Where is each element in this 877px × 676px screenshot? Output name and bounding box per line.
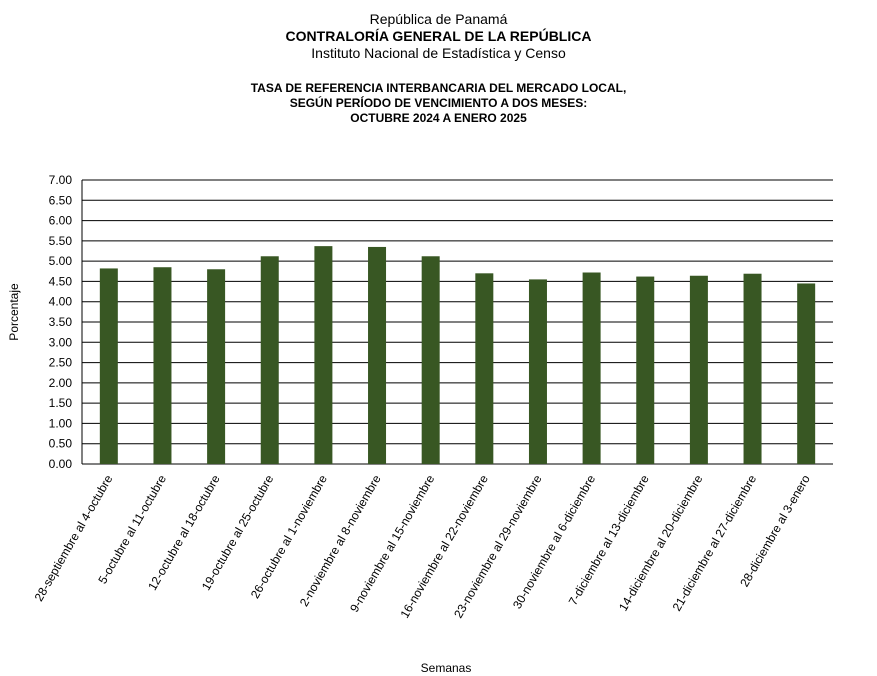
bar: [636, 276, 655, 464]
chart-title-line-2: SEGÚN PERÍODO DE VENCIMIENTO A DOS MESES…: [289, 96, 588, 110]
header-institution: CONTRALORÍA GENERAL DE LA REPÚBLICA: [285, 28, 592, 44]
y-tick-label: 2.00: [49, 376, 73, 390]
bars: [99, 246, 816, 464]
y-tick-label: 6.00: [49, 214, 73, 228]
y-tick-label: 3.00: [49, 335, 73, 349]
chart-title-line-1: TASA DE REFERENCIA INTERBANCARIA DEL MER…: [250, 81, 627, 95]
header-country: República de Panamá: [369, 11, 508, 27]
y-tick-label: 6.50: [49, 193, 73, 207]
y-tick-label: 5.00: [49, 254, 73, 268]
y-tick-label: 4.50: [49, 274, 73, 288]
y-tick-label: 0.50: [49, 437, 73, 451]
bar: [689, 275, 708, 464]
bar: [314, 246, 333, 464]
bar: [153, 267, 172, 464]
y-tick-labels: 0.00 0.50 1.00 1.50 2.00 2.50 3.00 3.50 4.00 4.50…: [49, 173, 73, 471]
bar: [368, 246, 387, 464]
gridlines: [81, 179, 833, 465]
bar: [207, 269, 226, 464]
header-institute: Instituto Nacional de Estadística y Cens…: [311, 45, 566, 61]
y-tick-label: 5.50: [49, 234, 73, 248]
bar: [475, 273, 494, 464]
bar: [582, 272, 601, 464]
y-tick-label: 1.00: [49, 416, 73, 430]
bar: [421, 256, 440, 464]
y-tick-label: 0.00: [49, 457, 73, 471]
y-tick-label: 3.50: [49, 315, 73, 329]
bar: [99, 268, 118, 464]
bar: [743, 273, 762, 464]
y-tick-label: 2.50: [49, 356, 73, 370]
bar: [528, 279, 547, 464]
bar: [260, 256, 279, 464]
y-tick-label: 4.00: [49, 295, 73, 309]
y-tick-label: 1.50: [49, 396, 73, 410]
x-axis-label: Semanas: [421, 661, 472, 675]
y-tick-label: 7.00: [49, 173, 73, 187]
y-axis-label: Porcentaje: [7, 283, 21, 341]
bar: [797, 283, 816, 464]
chart-title-line-3: OCTUBRE 2024 A ENERO 2025: [350, 111, 527, 125]
